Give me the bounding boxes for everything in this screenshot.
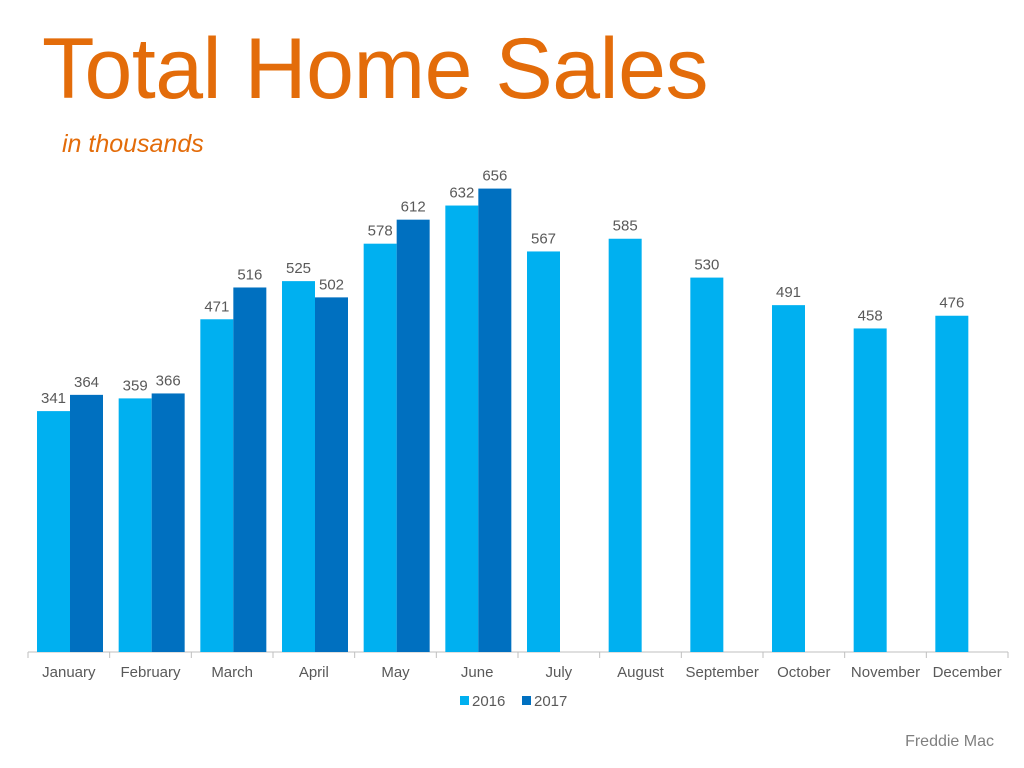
data-label-2017-april: 502 [319,276,344,293]
data-label-2016-november: 458 [858,307,883,324]
legend-swatch-2017 [522,696,531,705]
data-label-2016-january: 341 [41,390,66,407]
bar-2017-april [315,297,348,652]
x-tick-label: March [211,664,253,681]
x-tick-label: September [685,664,758,681]
x-tick-label: June [461,664,494,681]
x-tick-label: December [933,664,1002,681]
source-label: Freddie Mac [905,733,994,750]
x-tick-label: November [851,664,920,681]
bar-2016-january [37,411,70,652]
x-tick-label: July [545,664,572,681]
legend-swatch-2016 [460,696,469,705]
data-label-2016-july: 567 [531,230,556,247]
data-label-2016-may: 578 [368,223,393,240]
bar-2017-march [233,287,267,652]
legend-label-2016: 2016 [472,693,505,710]
x-tick-label: October [777,664,830,681]
data-label-2016-june: 632 [449,185,474,202]
bar-2016-november [853,328,887,652]
bar-2016-september [690,277,724,652]
bar-2016-february [118,398,152,652]
data-label-2016-december: 476 [939,295,964,312]
bar-2017-february [151,393,185,652]
chart-title: Total Home Sales [42,21,708,117]
data-label-2016-october: 491 [776,284,801,301]
data-label-2017-march: 516 [237,266,262,283]
bar-2017-may [396,219,430,652]
data-label-2016-april: 525 [286,260,311,277]
data-label-2017-june: 656 [482,168,507,185]
x-tick-label: May [381,664,410,681]
bar-2017-june [478,188,512,652]
data-label-2017-january: 364 [74,374,99,391]
data-label-2016-march: 471 [204,298,229,315]
x-tick-label: February [120,664,181,681]
chart-subtitle: in thousands [62,130,204,158]
x-tick-label: August [617,664,665,681]
bar-2016-august [608,238,642,652]
x-tick-label: April [299,664,329,681]
bar-2016-june [445,205,479,652]
data-label-2016-september: 530 [694,257,719,274]
data-label-2017-february: 366 [156,372,181,389]
bar-2016-july [527,251,560,652]
bar-2016-april [282,281,315,652]
bar-2017-january [70,394,103,652]
x-tick-label: January [42,664,96,681]
bar-2016-october [772,305,805,652]
data-label-2016-february: 359 [123,377,148,394]
bar-2016-may [363,243,397,653]
legend-label-2017: 2017 [534,693,567,710]
bar-2016-december [935,315,969,652]
bar-2016-march [200,319,234,652]
data-label-2016-august: 585 [613,218,638,235]
data-label-2017-may: 612 [401,199,426,216]
